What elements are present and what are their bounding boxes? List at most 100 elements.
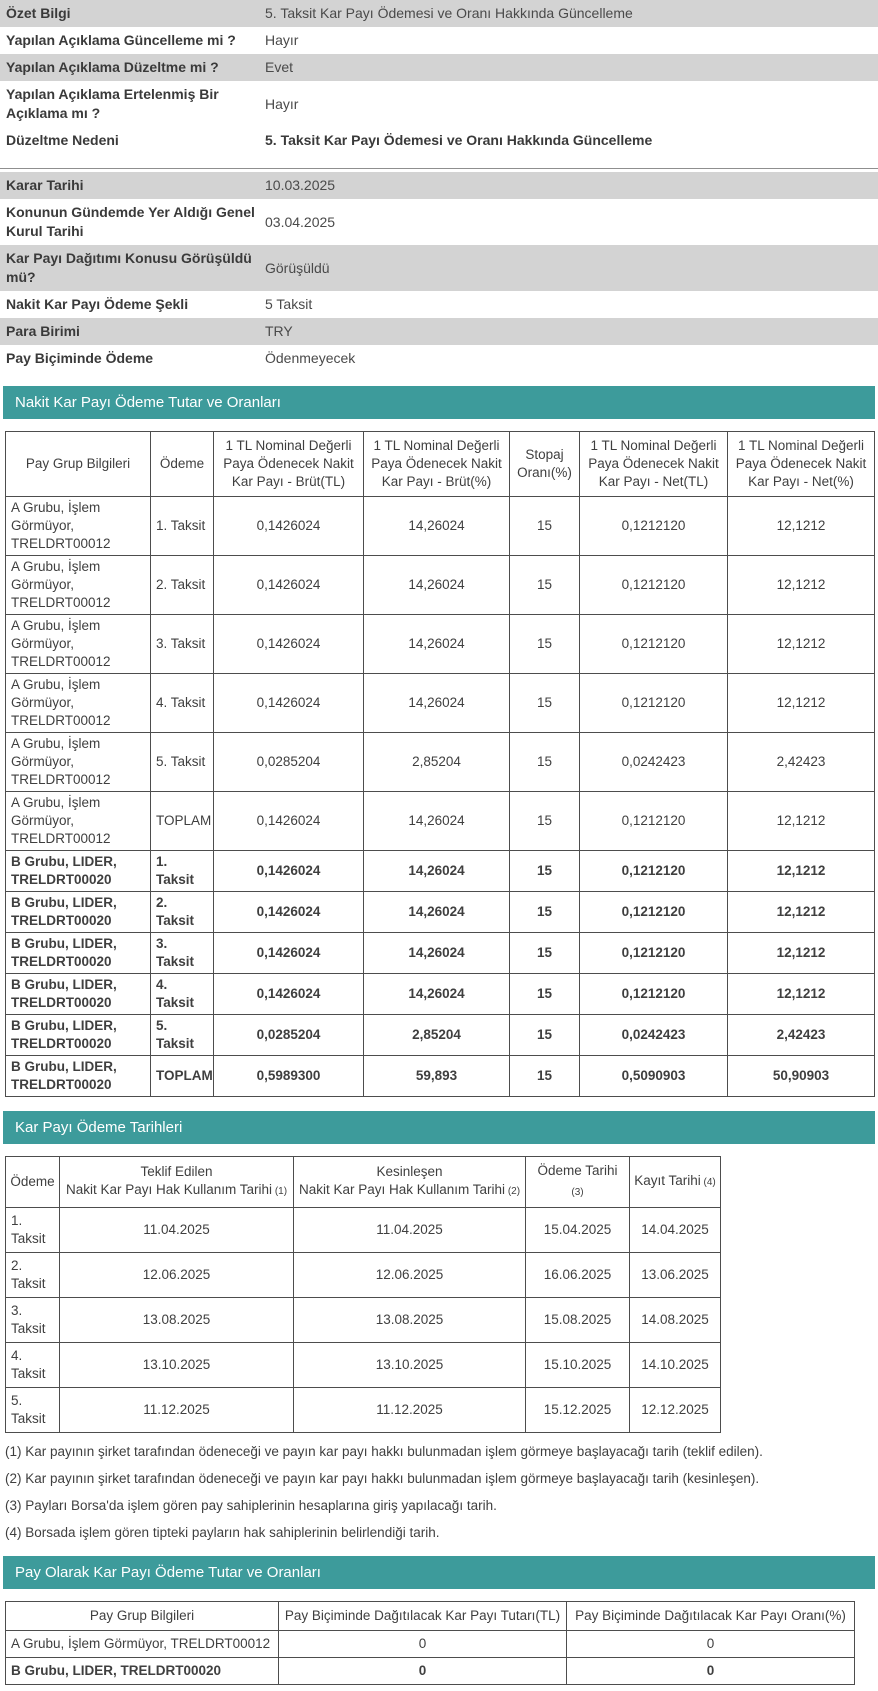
footnote: (3) Payları Borsa'da işlem gören pay sah…: [5, 1498, 497, 1513]
footnote-ref: (4): [700, 1177, 716, 1188]
cell-stopaj: 15: [509, 850, 580, 892]
table-row: A Grubu, İşlem Görmüyor, TRELDRT00012 1. …: [5, 496, 875, 556]
field-value: 5 Taksit: [265, 296, 313, 312]
cell-net_tl: 0,1212120: [579, 850, 728, 892]
column-header: Stopaj Oranı(%): [509, 431, 580, 497]
cell-stopaj: 15: [509, 932, 580, 974]
cell-odeme: 4. Taksit: [150, 673, 214, 733]
cell-kesinlesen: 13.10.2025: [293, 1342, 526, 1388]
table-row: B Grubu, LIDER, TRELDRT00020 4. Taksit 0,1…: [5, 973, 875, 1015]
cell-teklif: 13.08.2025: [59, 1297, 294, 1343]
cell-pay-group: B Grubu, LIDER, TRELDRT00020: [5, 850, 151, 892]
cell-kesinlesen: 11.04.2025: [293, 1207, 526, 1253]
share-dividend-table-body: A Grubu, İşlem Görmüyor, TRELDRT00012 0 0 B…: [5, 1630, 855, 1685]
cell-net_tl: 0,1212120: [579, 932, 728, 974]
cell-brut_tl: 0,0285204: [213, 732, 364, 792]
summary-section: Özet Bilgi 5. Taksit Kar Payı Ödemesi ve …: [0, 0, 878, 154]
cell-brut_pct: 2,85204: [363, 1014, 510, 1056]
cell-brut_pct: 59,893: [363, 1055, 510, 1097]
cell-pay-group: B Grubu, LIDER, TRELDRT00020: [5, 1055, 151, 1097]
table-row: B Grubu, LIDER, TRELDRT00020 TOPLAM 0,5989…: [5, 1055, 875, 1097]
field-label: Nakit Kar Payı Ödeme Şekli: [6, 296, 189, 312]
cell-brut_pct: 14,26024: [363, 673, 510, 733]
cell-kayit_tarihi: 14.10.2025: [629, 1342, 721, 1388]
table-row: A Grubu, İşlem Görmüyor, TRELDRT00012 5. …: [5, 732, 875, 792]
cell-pay-group: A Grubu, İşlem Görmüyor, TRELDRT00012: [5, 1630, 279, 1658]
column-header: 1 TL Nominal Değerli Paya Ödenecek Nakit…: [213, 431, 364, 497]
cell-odeme: TOPLAM: [150, 791, 214, 851]
field-label: Konunun Gündemde Yer Aldığı Genel Kurul …: [6, 204, 255, 239]
cell-stopaj: 15: [509, 614, 580, 674]
cell-net_tl: 0,0242423: [579, 732, 728, 792]
field-row: Pay Biçiminde Ödeme Ödenmeyecek: [0, 345, 878, 372]
cell-net_pct: 12,1212: [727, 932, 875, 974]
cell-brut_pct: 14,26024: [363, 891, 510, 933]
cell-brut_tl: 0,5989300: [213, 1055, 364, 1097]
cell-net_tl: 0,1212120: [579, 555, 728, 615]
field-row: Para Birimi TRY: [0, 318, 878, 345]
cell-brut_tl: 0,1426024: [213, 973, 364, 1015]
cell-odeme: 3. Taksit: [150, 932, 214, 974]
column-header: Ödeme Tarihi (3): [525, 1156, 630, 1208]
column-header: Ödeme: [5, 1156, 60, 1208]
field-row: Yapılan Açıklama Ertelenmiş Bir Açıklama…: [0, 81, 878, 127]
cell-stopaj: 15: [509, 732, 580, 792]
cell-stopaj: 15: [509, 496, 580, 556]
table-row: B Grubu, LIDER, TRELDRT00020 3. Taksit 0,1…: [5, 932, 875, 974]
cell-net_tl: 0,1212120: [579, 614, 728, 674]
cell-kesinlesen: 13.08.2025: [293, 1297, 526, 1343]
cell-odeme_tarihi: 16.06.2025: [525, 1252, 630, 1298]
cell-kayit_tarihi: 14.08.2025: [629, 1297, 721, 1343]
cell-net_pct: 12,1212: [727, 496, 875, 556]
cell-net_pct: 12,1212: [727, 614, 875, 674]
field-value: Görüşüldü: [265, 259, 330, 276]
cell-net_pct: 12,1212: [727, 973, 875, 1015]
cell-kayit_tarihi: 14.04.2025: [629, 1207, 721, 1253]
column-header: Pay Biçiminde Dağıtılacak Kar Payı Tutar…: [278, 1601, 567, 1631]
cell-brut_pct: 14,26024: [363, 791, 510, 851]
cell-odeme: 3. Taksit: [5, 1297, 60, 1343]
cell-odeme: 2. Taksit: [150, 891, 214, 933]
footnotes: (1) Kar payının şirket tarafından ödenec…: [5, 1443, 873, 1542]
payment-dates-table: Ödeme Teklif Edilen Nakit Kar Payı Hak Kul…: [5, 1156, 721, 1433]
cell-odeme: 2. Taksit: [5, 1252, 60, 1298]
table-row: B Grubu, LIDER, TRELDRT00020 5. Taksit 0,0…: [5, 1014, 875, 1056]
cash-dividend-table: Pay Grup Bilgileri Ödeme 1 TL Nominal Değe…: [5, 431, 875, 1097]
table-row: 5. Taksit 11.12.2025 11.12.2025 15.12.2025 1…: [5, 1387, 721, 1433]
cell-brut_tl: 0,1426024: [213, 496, 364, 556]
cell-odeme: 1. Taksit: [150, 850, 214, 892]
cell-teklif: 11.12.2025: [59, 1387, 294, 1433]
cell-oran: 0: [566, 1630, 855, 1658]
field-value: 03.04.2025: [265, 213, 336, 230]
column-header: 1 TL Nominal Değerli Paya Ödenecek Nakit…: [363, 431, 510, 497]
cell-teklif: 11.04.2025: [59, 1207, 294, 1253]
footnote: (1) Kar payının şirket tarafından ödenec…: [5, 1444, 763, 1459]
cell-brut_pct: 14,26024: [363, 555, 510, 615]
cell-net_tl: 0,0242423: [579, 1014, 728, 1056]
cell-net_tl: 0,1212120: [579, 891, 728, 933]
cell-brut_tl: 0,1426024: [213, 891, 364, 933]
cell-net_pct: 12,1212: [727, 850, 875, 892]
cell-net_tl: 0,5090903: [579, 1055, 728, 1097]
field-row: Nakit Kar Payı Ödeme Şekli 5 Taksit: [0, 291, 878, 318]
field-row: Kar Payı Dağıtımı Konusu Görüşüldü mü? Gö…: [0, 245, 878, 291]
field-label: Düzeltme Nedeni: [6, 132, 119, 148]
cell-pay-group: A Grubu, İşlem Görmüyor, TRELDRT00012: [5, 614, 151, 674]
table-row: 2. Taksit 12.06.2025 12.06.2025 16.06.2025 1…: [5, 1252, 721, 1298]
share-dividend-header-row: Pay Grup Bilgileri Pay Biçiminde Dağıtıla…: [5, 1601, 855, 1631]
column-header: 1 TL Nominal Değerli Paya Ödenecek Nakit…: [579, 431, 728, 497]
cell-brut_tl: 0,1426024: [213, 791, 364, 851]
cell-brut_pct: 14,26024: [363, 614, 510, 674]
cell-odeme_tarihi: 15.04.2025: [525, 1207, 630, 1253]
table-row: A Grubu, İşlem Görmüyor, TRELDRT00012 2. …: [5, 555, 875, 615]
cell-pay-group: A Grubu, İşlem Görmüyor, TRELDRT00012: [5, 732, 151, 792]
cell-pay-group: A Grubu, İşlem Görmüyor, TRELDRT00012: [5, 791, 151, 851]
payment-dates-table-body: 1. Taksit 11.04.2025 11.04.2025 15.04.2025 1…: [5, 1207, 721, 1433]
column-header: Ödeme: [150, 431, 214, 497]
cell-teklif: 13.10.2025: [59, 1342, 294, 1388]
cell-kayit_tarihi: 13.06.2025: [629, 1252, 721, 1298]
decision-section: Karar Tarihi 10.03.2025 Konunun Gündemde Y…: [0, 172, 878, 372]
cash-dividend-table-body: A Grubu, İşlem Görmüyor, TRELDRT00012 1. …: [5, 496, 875, 1097]
cell-stopaj: 15: [509, 673, 580, 733]
table-row: 4. Taksit 13.10.2025 13.10.2025 15.10.2025 1…: [5, 1342, 721, 1388]
